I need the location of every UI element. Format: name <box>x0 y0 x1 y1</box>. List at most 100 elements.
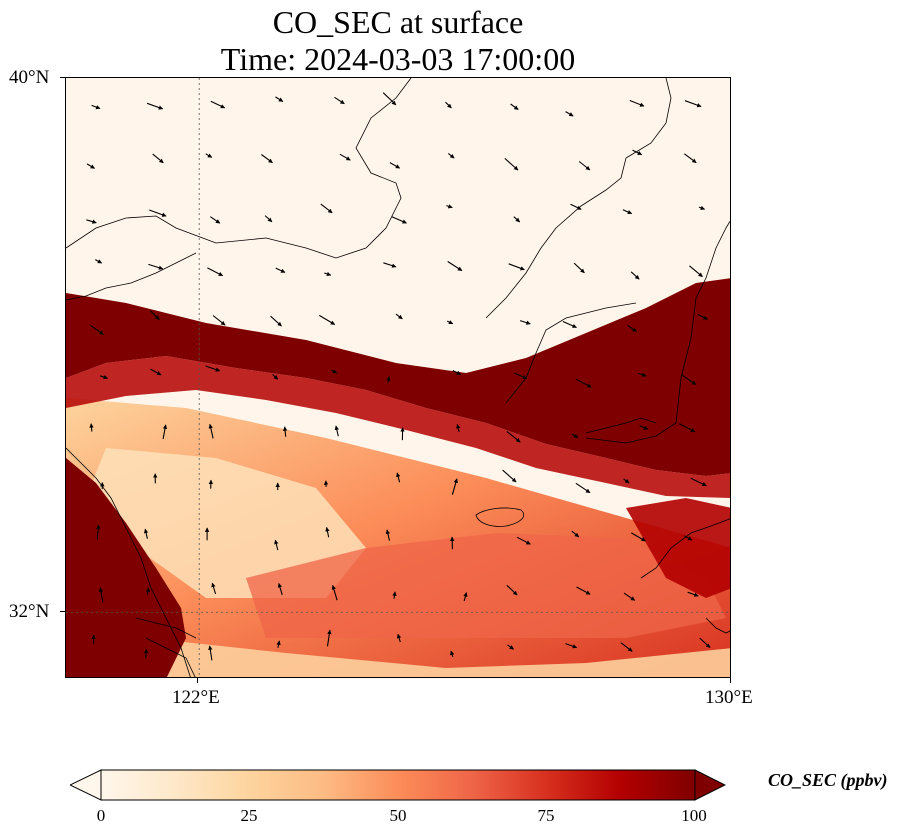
wind-arrow <box>699 637 711 649</box>
wind-arrow <box>447 152 455 159</box>
coastline-east-china <box>66 447 191 677</box>
wind-arrow <box>513 216 521 223</box>
wind-arrow <box>270 315 282 327</box>
wind-arrow <box>90 324 104 335</box>
colorbar-tick-50: 50 <box>389 806 407 825</box>
wind-arrow <box>383 262 397 268</box>
map-panel <box>65 77 731 678</box>
wind-arrow <box>148 263 164 270</box>
wind-arrow <box>99 375 109 380</box>
wind-arrow <box>149 310 160 321</box>
lat-tick-mark-32 <box>60 611 65 612</box>
wind-arrow <box>506 430 521 443</box>
wind-arrow <box>276 640 281 648</box>
colorbar-tick-0: 0 <box>96 806 106 825</box>
wind-arrow <box>205 365 221 372</box>
wind-arrow <box>392 591 397 599</box>
field-sw-high <box>66 458 186 677</box>
wind-arrow <box>334 96 345 105</box>
wind-arrow <box>95 259 103 264</box>
wind-arrow <box>502 469 517 483</box>
wind-arrow <box>331 584 338 601</box>
wind-arrow <box>629 99 645 107</box>
wind-arrow <box>208 645 213 661</box>
wind-arrow <box>150 368 162 376</box>
wind-arrow <box>690 477 707 487</box>
wind-arrow <box>331 369 338 374</box>
wind-arrow <box>573 262 585 274</box>
lon-tick-label-122: 122°E <box>172 687 220 708</box>
lat-tick-label-40: 40°N <box>9 67 50 88</box>
wind-arrow <box>96 524 101 540</box>
coastline-korea-south <box>585 417 657 434</box>
wind-arrow <box>277 582 283 596</box>
lon-tick-label-130: 130°E <box>705 687 753 708</box>
wind-arrow <box>514 372 528 380</box>
wind-arrow <box>149 209 167 217</box>
lon-tick-mark-122 <box>197 678 198 683</box>
wind-arrow <box>89 423 94 432</box>
wind-arrow <box>274 539 279 551</box>
coastline-yangtze-estuary-south <box>145 637 196 677</box>
wind-arrow <box>687 591 699 597</box>
wind-arrow <box>681 374 697 385</box>
wind-arrow <box>578 161 591 171</box>
map-title-line1: CO_SEC at surface <box>272 4 524 40</box>
wind-arrow <box>575 482 591 494</box>
wind-arrow <box>162 424 168 440</box>
colorbar-extend-min <box>68 769 102 801</box>
wind-arrow <box>630 532 646 542</box>
wind-arrow <box>386 376 391 383</box>
wind-arrow <box>698 205 706 210</box>
wind-arrow <box>689 265 703 278</box>
wind-arrow <box>451 478 458 495</box>
wind-arrow <box>275 267 286 273</box>
wind-arrow <box>143 648 149 659</box>
wind-arrow <box>620 642 633 652</box>
coastline-yangtze-estuary-north <box>135 617 197 639</box>
coastline-korea-northeast <box>625 78 672 159</box>
wind-arrow <box>684 153 697 164</box>
wind-arrow <box>519 320 531 325</box>
colorbar-ramp <box>100 769 696 801</box>
wind-arrow <box>639 425 649 430</box>
wind-arrow <box>382 92 397 106</box>
wind-arrow <box>282 426 288 437</box>
wind-arrow <box>516 536 531 545</box>
map-title-line2: Time: 2024-03-03 17:00:00 <box>220 41 576 77</box>
wind-arrow <box>86 163 95 169</box>
wind-arrow <box>504 157 519 171</box>
coastline-kyushu <box>640 518 730 579</box>
wind-arrow <box>508 263 525 271</box>
wind-arrow <box>507 644 514 650</box>
wind-arrow <box>152 153 164 164</box>
wind-arrow <box>385 529 391 541</box>
wind-arrow <box>91 104 101 110</box>
coastline-small-islands <box>705 617 730 634</box>
wind-arrow <box>275 96 284 102</box>
wind-arrow <box>339 153 351 161</box>
wind-arrow <box>623 592 636 601</box>
colorbar-tick-100: 100 <box>681 806 707 825</box>
wind-arrow <box>445 101 452 109</box>
wind-arrow <box>570 203 582 210</box>
wind-arrow <box>463 592 468 602</box>
wind-arrow <box>576 586 591 595</box>
colorbar-tick-75: 75 <box>537 806 555 825</box>
field-pale-core <box>86 448 366 598</box>
colorbar-tick-25: 25 <box>240 806 258 825</box>
wind-arrow <box>565 111 574 117</box>
coastline-shandong-north <box>66 252 197 301</box>
wind-arrow <box>389 162 401 169</box>
coastline-jeju <box>475 507 525 527</box>
field-orange-streak <box>246 533 726 638</box>
wind-arrow <box>632 149 643 156</box>
wind-arrow <box>145 587 151 595</box>
wind-arrow <box>446 320 454 325</box>
wind-arrow <box>684 535 693 541</box>
wind-arrow <box>334 425 339 437</box>
wind-arrow <box>212 315 226 326</box>
wind-arrow <box>678 423 696 433</box>
wind-arrow <box>510 103 519 111</box>
wind-arrow <box>143 528 149 539</box>
